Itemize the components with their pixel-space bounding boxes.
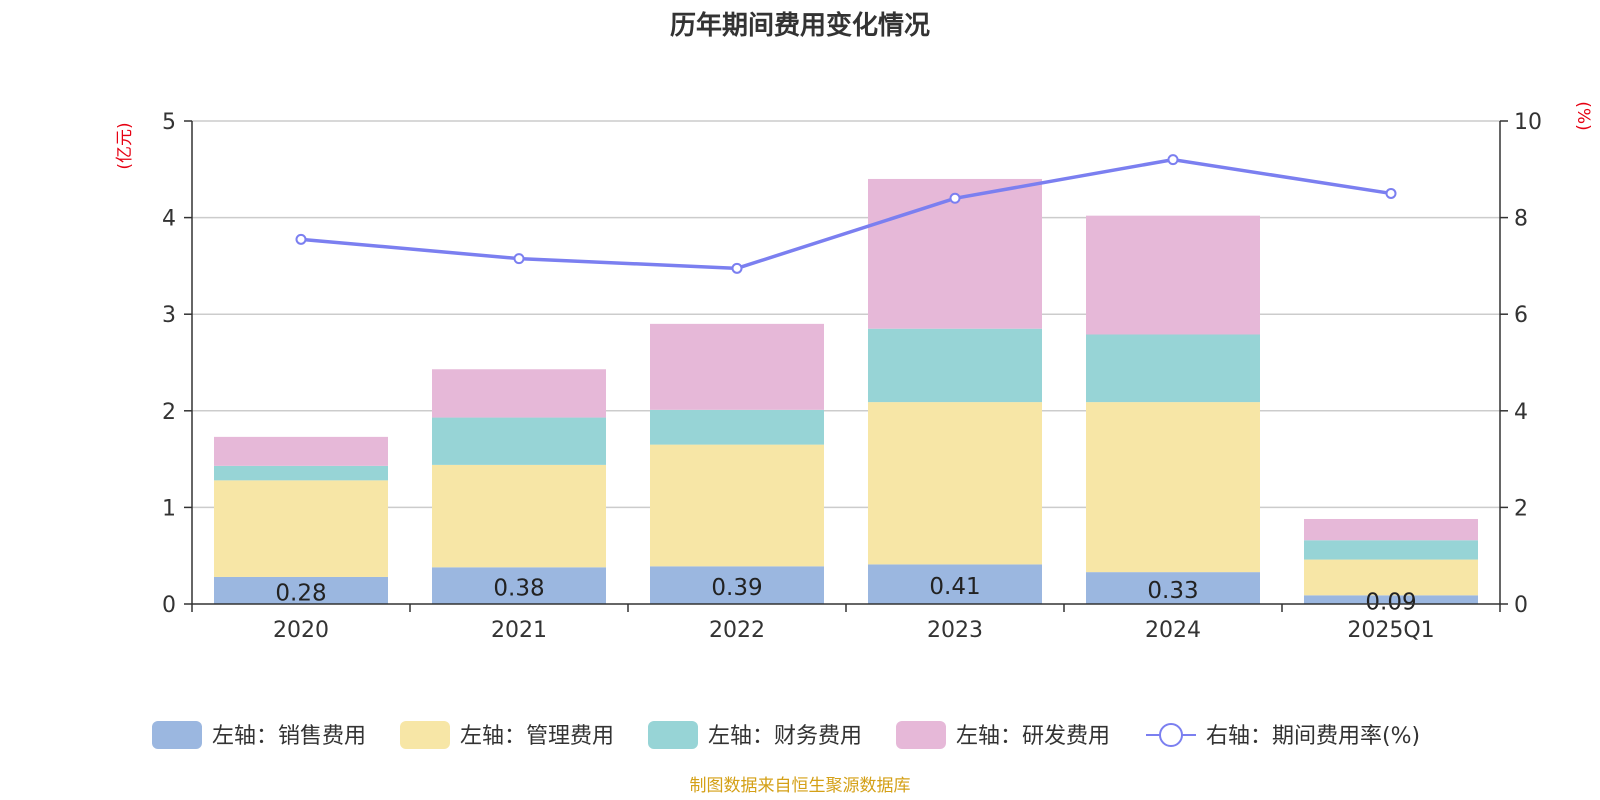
bar-value-label: 0.41 <box>929 574 980 600</box>
left-axis-tick-label: 1 <box>162 496 176 521</box>
rate-line <box>295 154 1397 274</box>
rate-line-path <box>300 157 1392 271</box>
x-axis-tick-label: 2020 <box>273 618 329 643</box>
x-axis-tick-label: 2023 <box>927 618 983 643</box>
rate-point <box>949 192 961 204</box>
rate-point <box>295 233 307 245</box>
bar-segment <box>1304 540 1478 560</box>
bar-segment <box>214 465 388 481</box>
bar-segment <box>1304 595 1478 604</box>
legend-label: 左轴：研发费用 <box>956 724 1110 749</box>
x-axis-tick-label: 2021 <box>491 618 547 643</box>
rate-point <box>1385 187 1397 199</box>
bar-segment <box>650 566 824 604</box>
bar-segment <box>432 369 606 418</box>
legend-label: 左轴：管理费用 <box>460 724 614 749</box>
bar-segment <box>1304 518 1478 541</box>
legend: 左轴：销售费用 左轴：管理费用 左轴：财务费用 左轴：研发费用 右轴：期间费用率(%) <box>152 721 1420 749</box>
left-axis-tick-label: 5 <box>162 110 176 135</box>
legend-swatch <box>400 721 450 749</box>
grid <box>192 120 1500 509</box>
bar-value-label: 0.39 <box>711 575 762 601</box>
bar-segment <box>868 402 1042 565</box>
left-axis-tick-label: 0 <box>162 593 176 618</box>
bar-value-label: 0.33 <box>1147 578 1198 604</box>
left-axis-tick-label: 4 <box>162 207 176 232</box>
bar-segment <box>650 444 824 567</box>
x-axis-tick-label: 2024 <box>1145 618 1201 643</box>
bar-segment <box>432 417 606 465</box>
bar-segment <box>868 178 1042 329</box>
right-axis-tick-label: 0 <box>1514 593 1528 618</box>
axes: 0 1 2 3 4 5 0 2 4 6 8 10 2020 2021 2022 2023 2024 2025Q1 <box>162 110 1542 643</box>
bar-labels: 0.28 0.38 0.39 0.41 0.33 0.09 <box>275 574 1416 615</box>
right-axis-tick-label: 2 <box>1514 496 1528 521</box>
bar-segment <box>868 564 1042 604</box>
bar-segment <box>1086 572 1260 604</box>
left-axis-unit: (亿元) <box>115 122 135 169</box>
right-axis-unit: (%) <box>1573 101 1593 130</box>
right-axis-tick-label: 4 <box>1514 400 1528 425</box>
bar-segment <box>650 323 824 410</box>
left-axis-tick-label: 3 <box>162 303 176 328</box>
x-axis-tick-label: 2022 <box>709 618 765 643</box>
bar-segment <box>214 576 388 604</box>
left-axis-tick-label: 2 <box>162 400 176 425</box>
bar-segment <box>432 464 606 568</box>
bar-value-label: 0.28 <box>275 580 326 606</box>
bar-segment <box>1086 215 1260 335</box>
x-axis-tick-label: 2025Q1 <box>1347 618 1434 643</box>
legend-label: 右轴：期间费用率(%) <box>1206 724 1420 749</box>
legend-label: 左轴：财务费用 <box>708 724 862 749</box>
bars <box>214 178 1478 604</box>
bar-value-label: 0.38 <box>493 576 544 602</box>
legend-swatch <box>648 721 698 749</box>
bar-segment <box>868 328 1042 403</box>
legend-swatch <box>152 721 202 749</box>
rate-point <box>513 253 525 265</box>
source-note: 制图数据来自恒生聚源数据库 <box>690 776 911 796</box>
bar-segment <box>432 567 606 604</box>
right-axis-tick-label: 10 <box>1514 110 1542 135</box>
bar-segment <box>214 436 388 466</box>
chart-title: 历年期间费用变化情况 <box>670 10 930 41</box>
rate-point <box>1167 154 1179 166</box>
rate-point <box>731 262 743 274</box>
legend-swatch <box>896 721 946 749</box>
right-axis-tick-label: 6 <box>1514 303 1528 328</box>
bar-segment <box>650 409 824 445</box>
bar-value-label: 0.09 <box>1365 590 1416 616</box>
legend-label: 左轴：销售费用 <box>212 724 366 749</box>
legend-marker <box>1159 723 1183 747</box>
bar-segment <box>214 480 388 577</box>
bar-segment <box>1086 334 1260 403</box>
bar-segment <box>1304 559 1478 596</box>
right-axis-tick-label: 8 <box>1514 207 1528 232</box>
bar-segment <box>1086 402 1260 573</box>
